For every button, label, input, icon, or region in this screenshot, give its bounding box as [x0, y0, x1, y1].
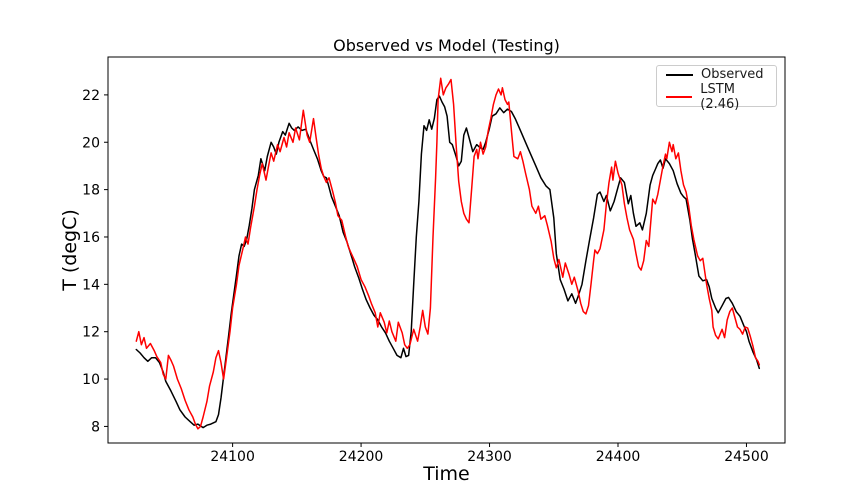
observed-line — [135, 95, 761, 429]
x-tick-label: 24200 — [339, 449, 384, 465]
observed-line-swatch-icon — [666, 73, 693, 76]
y-tick-label: 22 — [82, 88, 100, 104]
x-tick-label: 24300 — [467, 449, 512, 465]
y-axis-label-text: T (degC) — [59, 209, 81, 291]
x-tick-label: 24500 — [724, 449, 769, 465]
y-tick-label: 20 — [82, 135, 100, 151]
legend-label-observed: Observed — [701, 67, 764, 82]
legend-item-observed: Observed — [657, 67, 776, 82]
y-tick-label: 10 — [82, 372, 100, 388]
legend-label-lstm: LSTM (2.46) — [700, 82, 740, 112]
y-tick-label: 8 — [91, 419, 100, 435]
plot-frame — [107, 56, 786, 444]
x-tick-label: 24400 — [596, 449, 641, 465]
y-tick-label: 14 — [82, 277, 100, 293]
x-tick-label: 24100 — [210, 449, 255, 465]
x-axis-label: Time — [423, 463, 470, 485]
lstm-line-swatch-icon — [666, 96, 693, 98]
chart-title: Observed vs Model (Testing) — [333, 36, 560, 55]
legend: Observed LSTM (2.46) — [656, 65, 777, 112]
y-tick-label: 18 — [82, 183, 100, 199]
lstm-line — [135, 77, 761, 430]
y-tick-label: 12 — [82, 325, 100, 341]
y-tick-label: 16 — [82, 230, 100, 246]
legend-item-lstm: LSTM (2.46) — [657, 82, 776, 112]
